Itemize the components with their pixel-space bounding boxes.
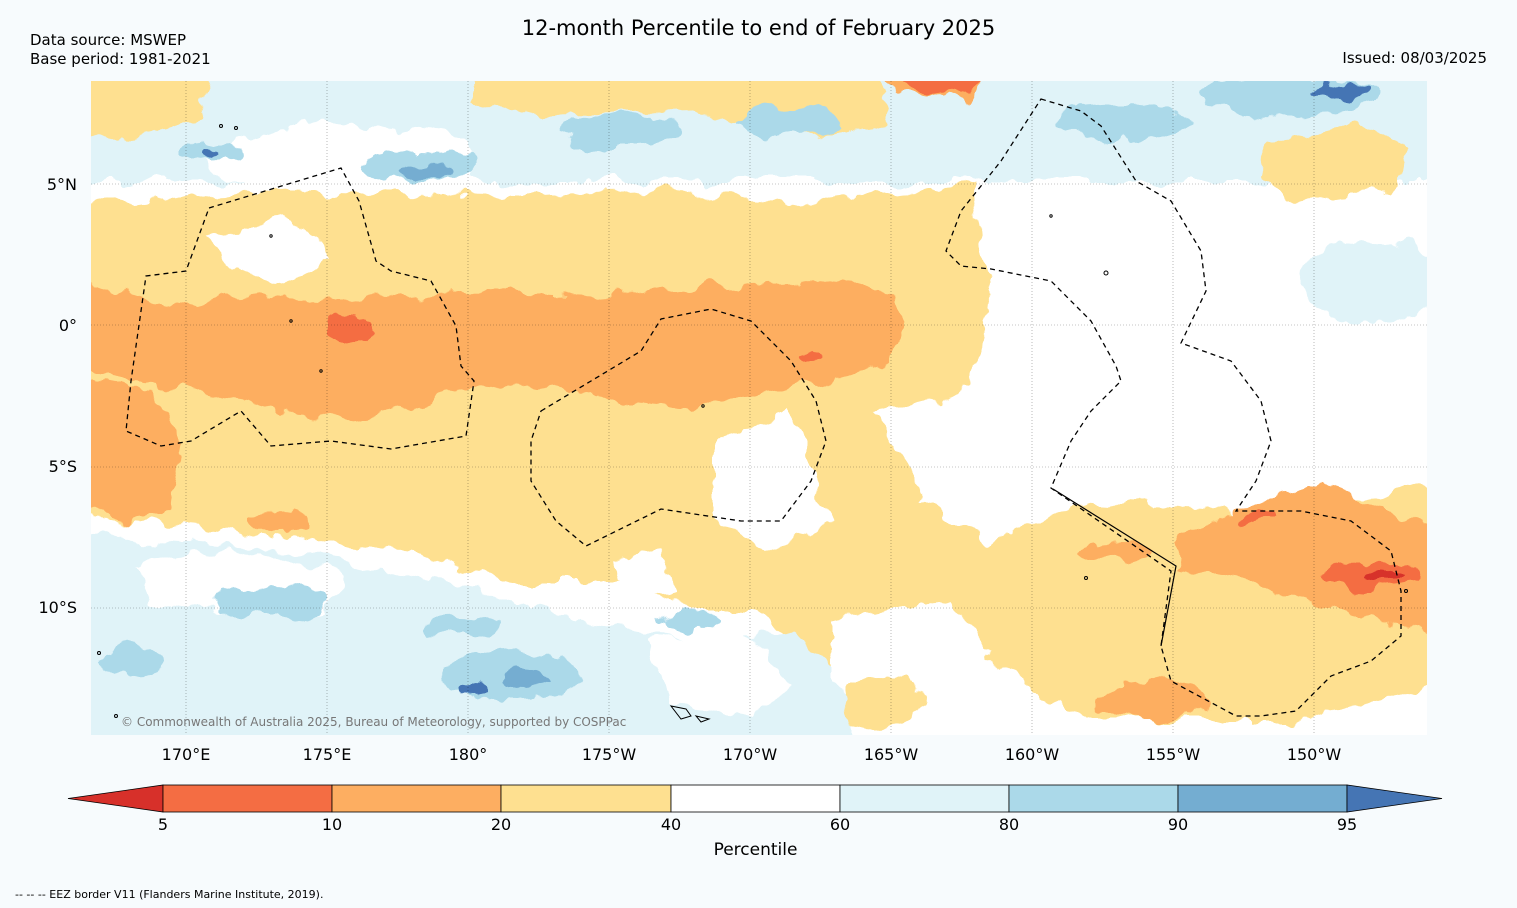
graticule	[91, 81, 1427, 735]
lon-label-150w: 150°W	[1286, 745, 1342, 764]
lon-label-160w: 160°W	[1004, 745, 1060, 764]
colorbar	[66, 783, 1446, 819]
map-title: 12-month Percentile to end of February 2…	[521, 16, 996, 40]
eez-legend: -- -- -- EEZ border V11 (Flanders Marine…	[15, 888, 324, 901]
colorbar-segment-below-5	[67, 784, 164, 813]
lon-label-175w: 175°W	[581, 745, 637, 764]
issued-date: Issued: 08/03/2025	[1342, 49, 1487, 67]
lat-label-10s: 10°S	[38, 598, 77, 617]
lon-label-170e: 170°E	[161, 745, 211, 764]
colorbar-tick-10: 10	[321, 815, 343, 834]
lat-label-5s: 5°S	[48, 457, 77, 476]
lat-label-5n: 5°N	[46, 175, 77, 194]
colorbar-tick-40: 40	[660, 815, 682, 834]
lon-label-155w: 155°W	[1145, 745, 1201, 764]
colorbar-segment-80-90	[1008, 784, 1179, 813]
eez-borders	[125, 98, 1402, 717]
colorbar-segment-40-60	[670, 784, 841, 813]
colorbar-tick-90: 90	[1167, 815, 1189, 834]
percentile-map	[91, 81, 1427, 735]
colorbar-tick-60: 60	[829, 815, 851, 834]
lon-label-165w: 165°W	[863, 745, 919, 764]
lon-label-180: 180°	[448, 745, 488, 764]
colorbar-segment-90-95	[1177, 784, 1348, 813]
colorbar-tick-80: 80	[998, 815, 1020, 834]
copyright-note: © Commonwealth of Australia 2025, Bureau…	[121, 715, 627, 729]
colorbar-tick-20: 20	[490, 815, 512, 834]
lat-label-0: 0°	[58, 316, 77, 335]
data-source: Data source: MSWEP	[30, 31, 187, 49]
colorbar-label: Percentile	[713, 840, 798, 860]
colorbar-segment-20-40	[500, 784, 672, 813]
colorbar-segment-above-95	[1346, 784, 1443, 813]
base-period: Base period: 1981-2021	[30, 50, 211, 68]
islands	[97, 124, 1408, 723]
boundary-line	[1052, 488, 1177, 647]
colorbar-segment-10-20	[331, 784, 502, 813]
colorbar-tick-5: 5	[157, 815, 169, 834]
lon-label-170w: 170°W	[722, 745, 778, 764]
lon-label-175e: 175°E	[302, 745, 352, 764]
colorbar-segment-60-80	[839, 784, 1010, 813]
colorbar-segment-5-10	[162, 784, 333, 813]
colorbar-tick-95: 95	[1336, 815, 1358, 834]
